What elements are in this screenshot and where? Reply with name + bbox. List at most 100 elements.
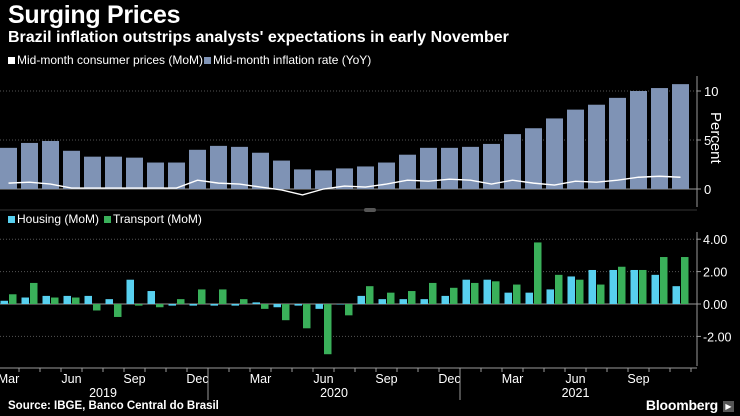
transport-bar xyxy=(72,297,80,304)
transport-bar xyxy=(261,304,269,309)
transport-bar xyxy=(366,286,374,304)
yoy-bar xyxy=(378,162,395,189)
legend-label-transport: Transport (MoM) xyxy=(113,212,202,226)
legend-label-yoy: Mid-month inflation rate (YoY) xyxy=(213,53,371,67)
yoy-bar xyxy=(336,168,353,189)
housing-bar xyxy=(294,304,302,306)
x-year-label: 2021 xyxy=(562,386,590,400)
transport-bar xyxy=(198,289,206,304)
housing-bar xyxy=(189,304,197,306)
housing-bar xyxy=(147,291,155,304)
bottom-y-tick-label: 2.00 xyxy=(703,266,727,280)
x-month-label: Jun xyxy=(565,372,585,386)
yoy-bar xyxy=(252,152,269,189)
legends: Mid-month consumer prices (MoM) Mid-month… xyxy=(8,53,371,226)
chart-subtitle: Brazil inflation outstrips analysts' exp… xyxy=(8,29,509,46)
housing-bar xyxy=(357,295,365,304)
x-month-label: Mar xyxy=(250,372,272,386)
x-month-label: Jun xyxy=(313,372,333,386)
housing-bar xyxy=(105,299,113,304)
housing-bar xyxy=(21,297,29,304)
housing-bar xyxy=(609,269,617,304)
housing-bar xyxy=(441,295,449,304)
transport-bar xyxy=(387,292,395,304)
yoy-bar xyxy=(609,97,626,189)
bloomberg-logo: Bloomberg xyxy=(645,397,718,413)
x-month-label: Dec xyxy=(186,372,208,386)
legend-label-housing: Housing (MoM) xyxy=(17,212,99,226)
transport-bar xyxy=(324,304,332,355)
x-year-label: 2020 xyxy=(320,386,348,400)
transport-bar xyxy=(135,304,143,306)
housing-bar xyxy=(588,269,596,304)
yoy-bar xyxy=(399,154,416,189)
x-month-label: Sep xyxy=(627,372,649,386)
transport-bar xyxy=(408,291,416,304)
bottom-y-tick-label: 0.00 xyxy=(703,298,727,312)
housing-bar xyxy=(273,304,281,308)
chart-title: Surging Prices xyxy=(8,1,181,29)
yoy-bar xyxy=(630,91,647,189)
housing-bar xyxy=(525,292,533,304)
x-month-label: Jun xyxy=(61,372,81,386)
x-month-label: Dec xyxy=(438,372,460,386)
x-year-label: 2019 xyxy=(89,386,117,400)
yoy-bar xyxy=(441,147,458,189)
transport-bar xyxy=(303,304,311,329)
yoy-bar xyxy=(567,109,584,189)
housing-bar xyxy=(462,279,470,304)
panel-resize-handle xyxy=(364,208,376,212)
legend-swatch-yoy xyxy=(204,57,211,64)
housing-bar xyxy=(42,295,50,304)
x-axis: Mar Jun Sep Dec Mar Jun Sep Dec Mar Jun Sep 2019 202… xyxy=(0,367,697,400)
housing-bar xyxy=(378,299,386,304)
yoy-bar xyxy=(462,146,479,189)
transport-bar xyxy=(576,279,584,304)
housing-bar xyxy=(336,304,344,305)
yoy-bar xyxy=(84,156,101,189)
yoy-bar xyxy=(126,157,143,189)
x-month-label: Mar xyxy=(0,372,19,386)
yoy-bar xyxy=(588,104,605,189)
transport-bar xyxy=(282,304,290,321)
transport-bar xyxy=(345,304,353,316)
top-y-tick-label: 5 xyxy=(704,133,711,148)
transport-bar xyxy=(429,282,437,304)
bottom-y-tick-label: 4.00 xyxy=(703,233,727,247)
housing-bar xyxy=(84,295,92,304)
yoy-bar xyxy=(672,84,689,189)
housing-bar xyxy=(399,299,407,304)
transport-bar xyxy=(30,282,38,304)
transport-bar xyxy=(660,257,668,304)
yoy-bar xyxy=(483,143,500,189)
top-panel-axis: 0 5 10 Percent xyxy=(0,76,724,212)
transport-bar xyxy=(51,297,59,304)
transport-bar xyxy=(9,294,17,304)
housing-bar xyxy=(420,299,428,304)
yoy-bar xyxy=(651,88,668,189)
housing-bar xyxy=(126,279,134,304)
yoy-bar xyxy=(546,118,563,189)
legend-swatch-transport xyxy=(104,216,111,223)
legend-swatch-housing xyxy=(8,216,15,223)
yoy-bar xyxy=(0,147,17,189)
top-y-axis-label: Percent xyxy=(707,112,724,165)
transport-bar xyxy=(471,282,479,304)
legend-swatch-mom xyxy=(8,57,15,64)
yoy-bar xyxy=(525,128,542,189)
transport-bar xyxy=(513,284,521,304)
yoy-bar xyxy=(210,145,227,189)
housing-bar xyxy=(672,286,680,304)
transport-bar xyxy=(597,284,605,304)
transport-bar xyxy=(93,304,101,311)
x-month-label: Sep xyxy=(123,372,145,386)
housing-bar xyxy=(630,269,638,304)
x-month-label: Mar xyxy=(502,372,524,386)
transport-bar xyxy=(681,257,689,304)
legend-label-mom: Mid-month consumer prices (MoM) xyxy=(17,53,203,67)
yoy-bar xyxy=(420,147,437,189)
housing-bar xyxy=(63,295,71,304)
housing-bar xyxy=(651,274,659,304)
housing-bar xyxy=(315,304,323,309)
